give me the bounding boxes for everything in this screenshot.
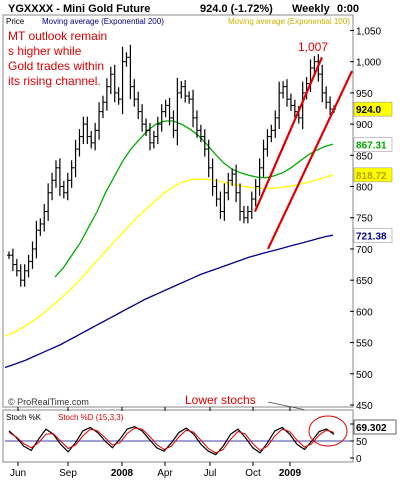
value-badge: 867.31 (356, 141, 387, 152)
stoch-label: Stoch %K (6, 413, 42, 422)
value-badge: 818.72 (356, 171, 387, 182)
stoch-panel-frame (2, 409, 354, 463)
y-tick-label: 1,000 (356, 58, 381, 69)
value-badge: 924.0 (356, 105, 381, 116)
x-tick-label: 2008 (111, 468, 134, 479)
stoch-k-line (8, 426, 335, 456)
y-tick-label: 650 (356, 276, 373, 287)
stoch-tick-label: 50 (356, 437, 368, 448)
x-tick-label: Apr (157, 468, 173, 479)
value-badge-bg (353, 167, 393, 183)
x-tick-label: 2009 (279, 468, 302, 479)
chart-interval: Weekly (292, 3, 331, 15)
y-tick-label: 800 (356, 183, 373, 194)
annotation-line-1: MT outlook remain (8, 29, 107, 43)
value-badge-bg (353, 101, 393, 117)
main-y-axis: 1,050 1,000 950 900 850 800 750 700 650 600 550 500… (350, 26, 381, 412)
value-badges: 924.0 867.31 818.72 721.38 (353, 101, 393, 243)
peak-label: 1,007 (298, 40, 328, 54)
ema-green-line (54, 120, 334, 278)
annotation-line-4: its rising channel. (8, 74, 101, 88)
chart-time: 0:00 (337, 3, 359, 15)
x-tick-label: Jun (10, 468, 26, 479)
annotation-line-2: s higher while (8, 44, 82, 58)
rising-channel (253, 56, 353, 250)
channel-upper-line (253, 56, 324, 212)
y-tick-label: 500 (356, 370, 373, 381)
y-tick-label: 550 (356, 339, 373, 350)
chart-quote: 924.0 (-1.72%) (200, 3, 273, 15)
annotation-line-3: Gold trades within (8, 59, 104, 73)
main-panel-frame (2, 14, 354, 408)
stoch-tick-label: 0 (356, 454, 362, 465)
x-tick-label: Jul (204, 468, 217, 479)
y-tick-label: 850 (356, 151, 373, 162)
lower-stochs-label: Lower stochs (185, 393, 256, 407)
y-tick-label: 600 (356, 307, 373, 318)
legend-ema-other: Moving average (Exponential 100) (228, 17, 350, 26)
x-tick-label: Oct (245, 468, 261, 479)
legend-ema200: Moving average (Exponential 200) (42, 17, 164, 26)
stoch-d-line (8, 427, 335, 454)
value-badge: 721.38 (356, 232, 387, 243)
y-tick-label: 1,050 (356, 26, 381, 37)
value-badge-bg (353, 137, 393, 152)
x-tick-label: Sep (59, 468, 77, 479)
y-tick-label: 900 (356, 120, 373, 131)
y-tick-label: 750 (356, 214, 373, 225)
watermark: © ProRealTime.com (8, 397, 89, 407)
stoch-value-badge: 69.302 (356, 423, 387, 434)
y-tick-label: 700 (356, 245, 373, 256)
stoch-highlight-circle (308, 415, 348, 447)
ema-yellow-line (4, 174, 334, 337)
stoch-params: Stoch %D (15,3,3) (58, 413, 124, 422)
y-tick-label: 450 (356, 401, 373, 412)
value-badge-bg (353, 228, 393, 243)
y-tick-label: 950 (356, 89, 373, 100)
channel-lower-line (267, 70, 353, 250)
price-label: Price (6, 17, 25, 26)
stoch-value-badge-bg (353, 419, 397, 435)
ema-200-line (4, 234, 334, 369)
chart-title: YGXXXX - Mini Gold Future (8, 3, 150, 15)
stoch-lines (8, 426, 335, 456)
x-axis: Jun Sep 2008 Apr Jul Oct 2009 (10, 407, 302, 479)
moving-average-lines (4, 120, 334, 369)
